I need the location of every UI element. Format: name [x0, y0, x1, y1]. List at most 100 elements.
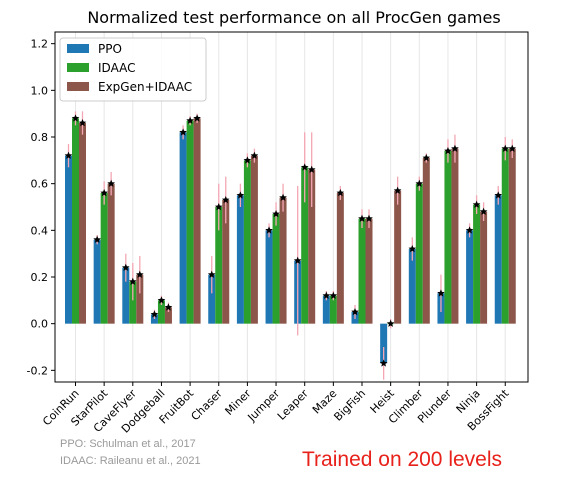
bar [329, 295, 337, 324]
y-tick-label: 1.0 [31, 84, 49, 97]
idaac-reference: IDAAC: Raileanu et al., 2021 [60, 455, 201, 467]
bar [93, 239, 101, 324]
mean-marker [307, 165, 316, 173]
mean-marker [179, 128, 187, 136]
mean-marker [365, 214, 373, 222]
bar [186, 120, 194, 324]
bar [243, 160, 251, 324]
bar [494, 195, 502, 324]
bar [79, 123, 86, 324]
bar [422, 158, 430, 324]
x-tick-label: Jumper [245, 387, 283, 425]
mean-marker [465, 226, 474, 234]
mean-marker [93, 235, 101, 243]
legend-label: IDAAC [98, 61, 136, 75]
mean-marker [157, 296, 166, 304]
legend-swatch [67, 82, 89, 91]
mean-marker [408, 245, 417, 253]
mean-marker [494, 191, 503, 199]
bars [65, 118, 516, 364]
bar [415, 183, 423, 324]
bar [129, 281, 137, 324]
bar [279, 197, 287, 324]
mean-marker [472, 200, 481, 208]
bar [308, 169, 316, 324]
mean-marker [437, 289, 445, 297]
mean-marker [451, 144, 459, 152]
mean-marker [136, 270, 144, 278]
mean-marker [186, 116, 194, 124]
bar [100, 193, 108, 324]
mean-marker [78, 119, 87, 127]
mean-marker [122, 263, 130, 271]
mean-marker [207, 270, 216, 278]
legend-box [59, 37, 207, 102]
bar [501, 148, 509, 324]
ppo-reference: PPO: Schulman et al., 2017 [60, 438, 196, 450]
trained-levels-note: Trained on 200 levels [302, 448, 503, 471]
mean-marker [358, 214, 366, 222]
mean-marker [71, 114, 80, 122]
legend-swatch [67, 63, 89, 72]
bar [193, 118, 201, 324]
y-tick-label: 0.6 [31, 178, 49, 191]
x-tick-label: BigFish [331, 387, 368, 424]
bar [222, 200, 230, 324]
mean-marker [422, 154, 431, 162]
bar [408, 249, 416, 324]
bar [394, 190, 402, 324]
mean-marker [501, 144, 510, 152]
bar [358, 218, 366, 324]
bar [72, 118, 79, 324]
mean-marker [100, 189, 108, 197]
mean-marker [250, 151, 259, 159]
bar [122, 267, 130, 324]
bar [236, 195, 244, 324]
bar [365, 218, 373, 324]
bar [107, 183, 115, 324]
legend-label: PPO [98, 42, 122, 56]
bar [480, 211, 488, 324]
bar [157, 300, 165, 324]
bar [451, 148, 459, 324]
x-axis: CoinRunStarPilotCaveFlyerDodgeballFruitB… [40, 382, 512, 436]
bar [272, 214, 280, 324]
mean-marker [386, 319, 395, 327]
mean-marker [300, 163, 309, 171]
mean-marker [329, 291, 338, 299]
bar [336, 193, 344, 324]
mean-marker [444, 147, 452, 155]
bar [322, 295, 330, 324]
bar [473, 204, 481, 324]
mean-marker [129, 277, 137, 285]
mean-marker [164, 303, 173, 311]
bar [301, 167, 309, 324]
legend-swatch [67, 44, 89, 53]
x-tick-label: Leaper [275, 387, 311, 423]
bar [136, 274, 144, 324]
mean-marker [221, 196, 230, 204]
mean-marker [393, 186, 402, 194]
bar [508, 148, 516, 324]
mean-markers [64, 114, 517, 367]
bar [250, 155, 258, 324]
mean-marker [272, 210, 280, 218]
y-tick-label: 0.2 [31, 271, 49, 284]
mean-marker [351, 308, 359, 316]
mean-marker [243, 156, 252, 164]
mean-marker [265, 226, 273, 234]
bar [208, 274, 216, 324]
mean-marker [236, 191, 245, 199]
bar [380, 323, 388, 364]
mean-marker [107, 179, 115, 187]
bar [444, 151, 452, 324]
y-tick-label: 0.4 [31, 224, 49, 237]
mean-marker [64, 151, 73, 159]
bar [215, 207, 223, 324]
legend-label: ExpGen+IDAAC [98, 80, 192, 94]
mean-marker [279, 193, 287, 201]
mean-marker [193, 114, 201, 122]
bar [164, 307, 172, 324]
mean-marker [379, 359, 388, 367]
